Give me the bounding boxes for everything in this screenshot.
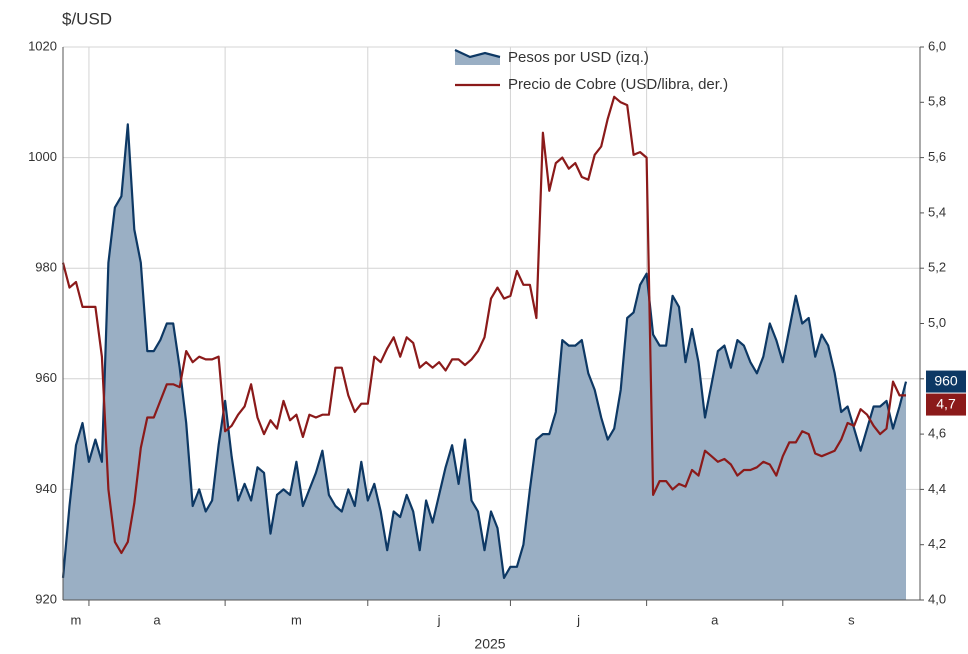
y-tick-label: 1000 <box>28 149 57 164</box>
x-tick-label: a <box>153 612 161 627</box>
x-tick-label: j <box>576 612 580 627</box>
x-tick-label: s <box>848 612 855 627</box>
y2-tick-label: 5,0 <box>928 315 946 330</box>
end-tag <box>926 393 966 416</box>
y2-tick-label: 4,2 <box>928 536 946 551</box>
y-tick-label: 920 <box>35 591 57 606</box>
end-tag-label: 960 <box>934 372 958 388</box>
y-tick-label: 960 <box>35 370 57 385</box>
y-tick-label: 980 <box>35 260 57 275</box>
y2-tick-label: 5,8 <box>928 94 946 109</box>
legend-label: Pesos por USD (izq.) <box>508 49 649 66</box>
line <box>61 95 906 555</box>
x-axis-title: 2025 <box>474 636 505 652</box>
y2-tick-label: 4,6 <box>928 426 946 441</box>
area <box>63 124 906 601</box>
y-tick-label: 1020 <box>28 38 57 53</box>
y-axis-title: $/USD <box>62 9 112 28</box>
line <box>61 123 908 579</box>
y2-tick-label: 5,6 <box>928 149 946 164</box>
y-tick-label: 940 <box>35 481 57 496</box>
legend-swatch-line <box>454 49 501 59</box>
x-tick-label: m <box>291 612 302 627</box>
x-tick-label: m <box>71 612 82 627</box>
y2-tick-label: 6,0 <box>928 38 946 53</box>
y2-tick-label: 5,4 <box>928 204 946 219</box>
y2-tick-label: 4,4 <box>928 481 946 496</box>
y2-tick-label: 4,0 <box>928 591 946 606</box>
x-tick-label: j <box>437 612 441 627</box>
y2-tick-label: 5,2 <box>928 260 946 275</box>
legend-label: Precio de Cobre (USD/libra, der.) <box>508 76 728 93</box>
legend-swatch <box>455 50 500 65</box>
end-tag <box>926 370 966 393</box>
end-tag-label: 4,7 <box>936 395 956 411</box>
x-tick-label: a <box>711 612 719 627</box>
